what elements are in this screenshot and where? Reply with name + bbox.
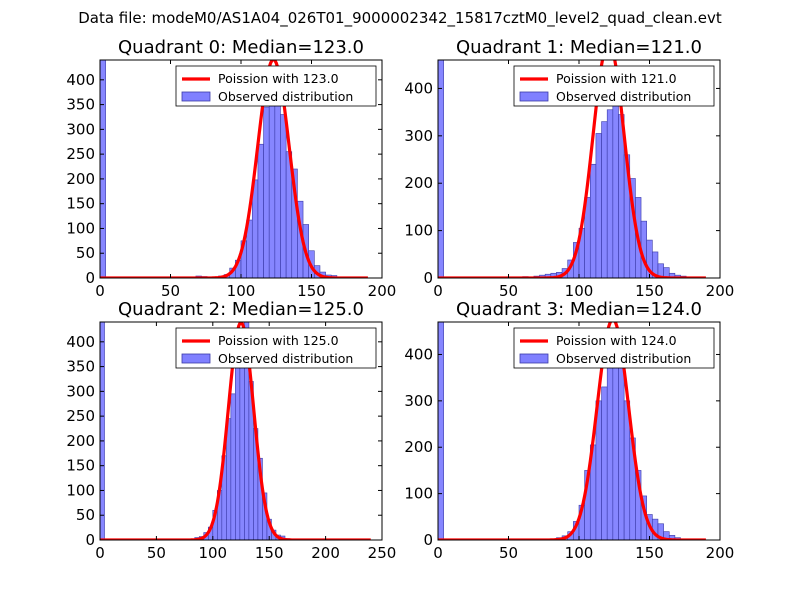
x-tick-label: 200 — [706, 544, 735, 562]
panel-quadrant-1: Quadrant 1: Median=121.0 0 50 100 150 200 0 100… — [404, 37, 734, 300]
y-tick-label: 50 — [76, 506, 95, 524]
legend-bar-swatch — [519, 353, 549, 364]
y-tick-label: 200 — [66, 432, 95, 450]
histogram-bar — [257, 143, 264, 278]
legend-line-label: Poission with 121.0 — [556, 71, 677, 86]
x-tick-label: 150 — [635, 282, 664, 300]
legend-bar-swatch — [181, 353, 211, 364]
y-tick-label: 300 — [66, 382, 95, 400]
histogram-bar — [100, 60, 106, 278]
panel-quadrant-0: Quadrant 0: Median=123.0 0 50 100 150 200 0 50 1… — [66, 37, 396, 300]
x-tick-label: 250 — [368, 544, 397, 562]
x-tick-label: 0 — [95, 282, 105, 300]
legend-bar-swatch — [519, 91, 549, 102]
histogram-bar — [601, 386, 608, 540]
poisson-curve — [438, 60, 707, 278]
x-tick-label: 0 — [95, 544, 105, 562]
x-tick-label: 100 — [227, 282, 256, 300]
y-tick-label: 300 — [66, 120, 95, 138]
legend-bar-label: Observed distribution — [218, 89, 353, 104]
histogram-bar — [274, 84, 281, 278]
histogram-bar — [606, 109, 614, 278]
histogram-bar — [263, 106, 270, 278]
x-tick-label: 150 — [255, 544, 284, 562]
y-tick-label: 150 — [66, 457, 95, 475]
y-tick-label: 350 — [66, 358, 95, 376]
x-tick-label: 150 — [635, 544, 664, 562]
histogram-bar — [280, 114, 287, 278]
y-tick-label: 200 — [66, 170, 95, 188]
x-tick-label: 0 — [433, 544, 443, 562]
panel-title: Quadrant 3: Median=124.0 — [456, 299, 702, 320]
y-tick-label: 400 — [66, 333, 95, 351]
x-tick-label: 100 — [565, 282, 594, 300]
legend-line-label: Poission with 123.0 — [218, 71, 339, 86]
figure-suptitle: Data file: modeM0/AS1A04_026T01_90000023… — [78, 9, 722, 28]
legend-bar-label: Observed distribution — [556, 351, 691, 366]
x-tick-label: 50 — [499, 544, 518, 562]
histogram-bar — [663, 267, 670, 278]
legend-bar-label: Observed distribution — [556, 89, 691, 104]
y-tick-label: 400 — [404, 345, 433, 363]
histogram-bar — [100, 322, 105, 540]
y-tick-label: 0 — [423, 531, 433, 549]
poisson-curve — [438, 322, 707, 540]
x-tick-label: 200 — [706, 282, 735, 300]
x-tick-label: 50 — [161, 282, 180, 300]
x-tick-label: 50 — [499, 282, 518, 300]
y-tick-label: 0 — [85, 531, 95, 549]
y-tick-label: 100 — [66, 481, 95, 499]
x-tick-label: 200 — [311, 544, 340, 562]
plot-area — [438, 322, 707, 540]
y-tick-label: 0 — [423, 269, 433, 287]
plot-area — [438, 60, 707, 278]
y-tick-label: 400 — [404, 79, 433, 97]
y-tick-label: 200 — [404, 438, 433, 456]
legend-line-label: Poission with 125.0 — [218, 333, 339, 348]
histogram-bar — [438, 322, 444, 540]
y-tick-label: 150 — [66, 195, 95, 213]
y-tick-label: 400 — [66, 71, 95, 89]
poisson-curve — [100, 60, 369, 278]
histogram-bar — [589, 163, 597, 278]
y-tick-label: 350 — [66, 96, 95, 114]
histogram-bar — [438, 60, 444, 278]
x-tick-label: 100 — [565, 544, 594, 562]
y-tick-label: 300 — [404, 392, 433, 410]
panel-title: Quadrant 0: Median=123.0 — [118, 37, 364, 58]
x-tick-label: 100 — [198, 544, 227, 562]
axes-frame — [99, 321, 383, 541]
histogram-bar — [230, 393, 236, 540]
y-tick-label: 100 — [404, 222, 433, 240]
x-tick-label: 50 — [147, 544, 166, 562]
panel-quadrant-3: Quadrant 3: Median=124.0 0 50 100 150 200 0 100… — [404, 299, 734, 562]
histogram-bar — [601, 121, 608, 278]
legend-bar-swatch — [181, 91, 211, 102]
histogram-bar — [595, 133, 602, 278]
y-tick-label: 250 — [66, 145, 95, 163]
legend-bar-label: Observed distribution — [218, 351, 353, 366]
legend-line-label: Poission with 124.0 — [556, 333, 677, 348]
panel-title: Quadrant 1: Median=121.0 — [456, 37, 702, 58]
y-tick-label: 200 — [404, 174, 433, 192]
y-tick-label: 50 — [76, 244, 95, 262]
histogram-bar — [612, 337, 619, 540]
histogram-bar — [618, 363, 625, 540]
y-tick-label: 100 — [66, 219, 95, 237]
panel-title: Quadrant 2: Median=125.0 — [118, 299, 364, 320]
y-tick-label: 300 — [404, 127, 433, 145]
y-tick-label: 250 — [66, 407, 95, 425]
x-tick-label: 200 — [368, 282, 397, 300]
x-tick-label: 150 — [297, 282, 326, 300]
panel-quadrant-2: Quadrant 2: Median=125.0 0 50 100 150 200 250 0… — [66, 299, 396, 562]
plot-area — [100, 60, 369, 278]
x-tick-label: 0 — [433, 282, 443, 300]
y-tick-label: 0 — [85, 269, 95, 287]
y-tick-label: 100 — [404, 485, 433, 503]
histogram-bar — [239, 341, 245, 540]
